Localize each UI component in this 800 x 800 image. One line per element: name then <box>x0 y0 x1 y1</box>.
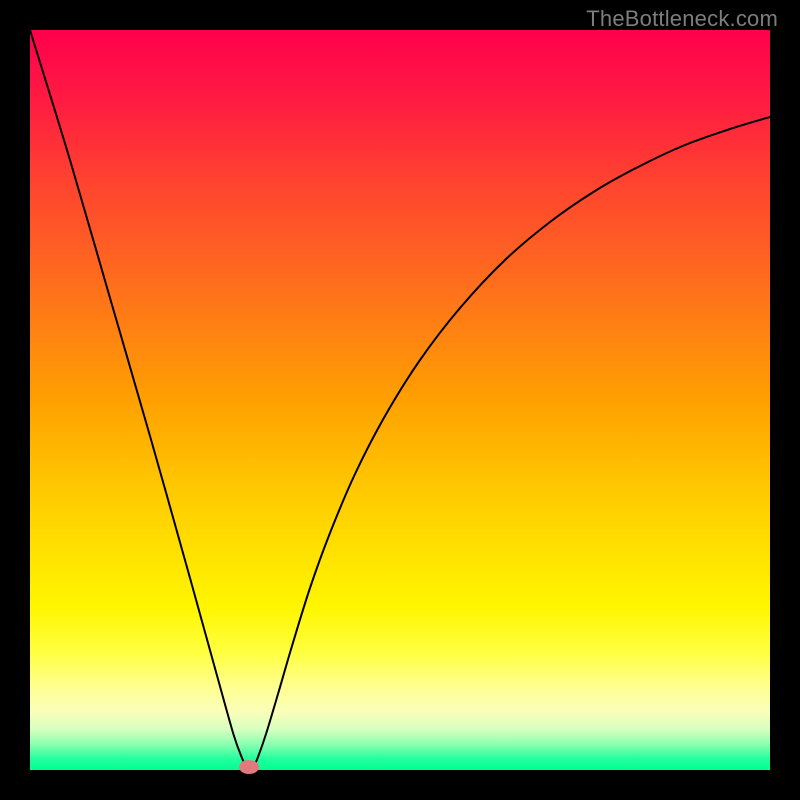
curve-layer <box>30 30 770 770</box>
watermark-text: TheBottleneck.com <box>586 6 778 32</box>
bottleneck-curve <box>30 30 770 770</box>
plot-frame <box>30 30 770 770</box>
min-point-marker <box>239 760 259 774</box>
